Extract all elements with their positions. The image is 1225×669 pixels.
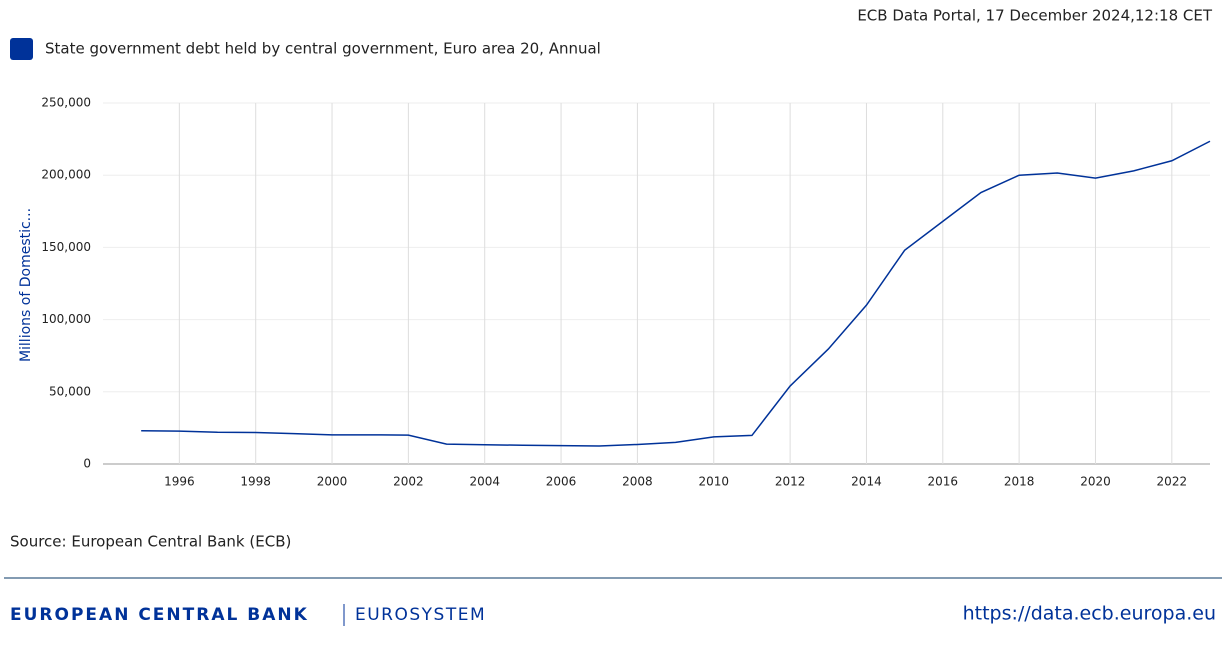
x-tick-label: 2012 bbox=[775, 475, 806, 489]
x-tick-label: 2000 bbox=[317, 475, 348, 489]
x-tick-label: 2020 bbox=[1080, 475, 1111, 489]
x-tick-label: 2022 bbox=[1157, 475, 1188, 489]
series-line bbox=[141, 140, 1211, 447]
x-tick-label: 2018 bbox=[1004, 475, 1035, 489]
x-tick-label: 2006 bbox=[546, 475, 577, 489]
eurosystem: EUROSYSTEM bbox=[355, 605, 486, 625]
bank-name: EUROPEAN CENTRAL BANK bbox=[10, 605, 309, 625]
y-tick-label: 150,000 bbox=[41, 240, 91, 254]
x-tick-label: 2010 bbox=[698, 475, 729, 489]
legend-label: State government debt held by central go… bbox=[45, 40, 601, 58]
legend-swatch bbox=[10, 38, 33, 60]
x-tick-label: 1998 bbox=[240, 475, 271, 489]
plot-area: 0 50,000 100,000 150,000 200,000 250,000 1996 1… bbox=[41, 96, 1211, 489]
y-tick-label: 100,000 bbox=[41, 312, 91, 326]
x-tick-label: 2014 bbox=[851, 475, 882, 489]
x-tick-label: 2016 bbox=[928, 475, 959, 489]
y-tick-label: 50,000 bbox=[49, 384, 91, 398]
x-tick-label: 1996 bbox=[164, 475, 195, 489]
y-tick-label: 250,000 bbox=[41, 96, 91, 110]
x-tick-label: 2008 bbox=[622, 475, 653, 489]
y-tick-label: 0 bbox=[83, 457, 91, 471]
x-tick-label: 2002 bbox=[393, 475, 424, 489]
source: Source: European Central Bank (ECB) bbox=[10, 533, 291, 551]
timestamp: ECB Data Portal, 17 December 2024,12:18 … bbox=[857, 7, 1213, 25]
y-tick-label: 200,000 bbox=[41, 168, 91, 182]
y-axis-title: Millions of Domestic... bbox=[18, 208, 34, 362]
x-tick-label: 2004 bbox=[469, 475, 500, 489]
url: https://data.ecb.europa.eu bbox=[963, 603, 1216, 625]
